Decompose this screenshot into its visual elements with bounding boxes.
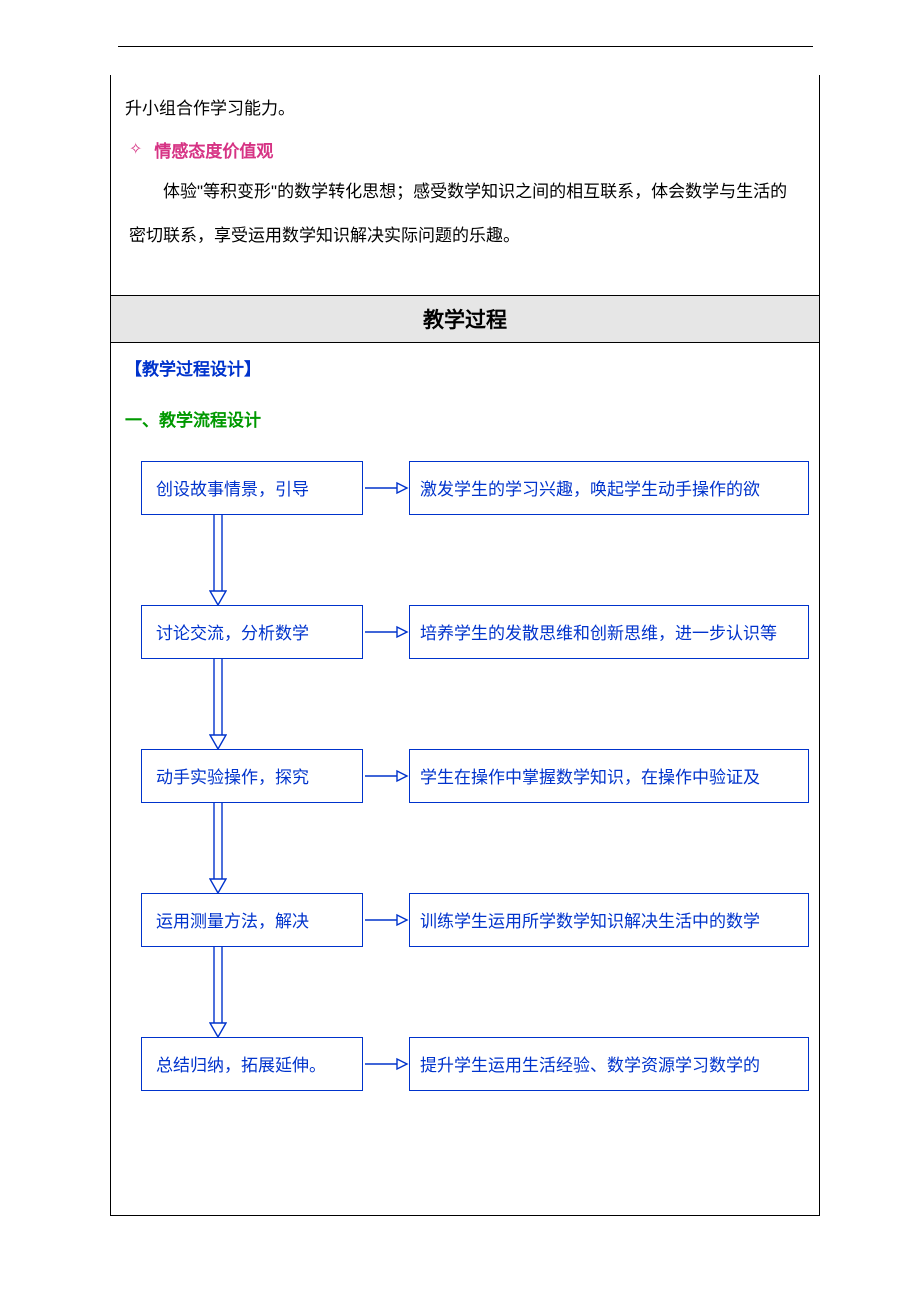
flow-node-left: 总结归纳，拓展延伸。 xyxy=(141,1037,363,1091)
content-box: 升小组合作学习能力。 ✧ 情感态度价值观 体验"等积变形"的数学转化思想；感受数… xyxy=(110,75,820,1216)
bullet-label: 情感态度价值观 xyxy=(154,137,273,162)
flow-row: 运用测量方法，解决 训练学生运用所学数学知识解决生活中的数学 xyxy=(141,893,809,947)
flow-row: 创设故事情景，引导 激发学生的学习兴趣，唤起学生动手操作的欲 xyxy=(141,461,809,515)
arrow-down-icon xyxy=(209,659,227,749)
diamond-icon: ✧ xyxy=(129,142,142,158)
flow-node-right: 学生在操作中掌握数学知识，在操作中验证及 xyxy=(409,749,809,803)
flow-node-left: 动手实验操作，探究 xyxy=(141,749,363,803)
continuation-line: 升小组合作学习能力。 xyxy=(125,87,805,131)
flow-node-left: 运用测量方法，解决 xyxy=(141,893,363,947)
flow-node-left: 创设故事情景，引导 xyxy=(141,461,363,515)
design-bracket-title: 【教学过程设计】 xyxy=(125,353,805,388)
flow-node-right: 激发学生的学习兴趣，唤起学生动手操作的欲 xyxy=(409,461,809,515)
paragraph: 体验"等积变形"的数学转化思想；感受数学知识之间的相互联系，体会数学与生活的密切… xyxy=(125,168,805,259)
flow-heading: 一、教学流程设计 xyxy=(125,388,805,443)
arrow-right-icon xyxy=(363,1056,409,1072)
arrow-right-icon xyxy=(363,480,409,496)
flow-node-right: 培养学生的发散思维和创新思维，进一步认识等 xyxy=(409,605,809,659)
arrow-down-icon xyxy=(209,947,227,1037)
top-rule xyxy=(118,46,813,47)
flow-node-right: 训练学生运用所学数学知识解决生活中的数学 xyxy=(409,893,809,947)
arrow-right-icon xyxy=(363,912,409,928)
arrow-down-icon xyxy=(209,515,227,605)
flow-row: 总结归纳，拓展延伸。 提升学生运用生活经验、数学资源学习数学的 xyxy=(141,1037,809,1091)
arrow-right-icon xyxy=(363,768,409,784)
section-title-bar: 教学过程 xyxy=(111,295,819,343)
flowchart: 创设故事情景，引导 激发学生的学习兴趣，唤起学生动手操作的欲 xyxy=(141,461,809,1211)
upper-text-block: 升小组合作学习能力。 ✧ 情感态度价值观 体验"等积变形"的数学转化思想；感受数… xyxy=(111,75,819,295)
flow-node-right: 提升学生运用生活经验、数学资源学习数学的 xyxy=(409,1037,809,1091)
arrow-right-icon xyxy=(363,624,409,640)
flow-node-left: 讨论交流，分析数学 xyxy=(141,605,363,659)
lower-block: 【教学过程设计】 一、教学流程设计 创设故事情景，引导 激发学生的学习兴趣，唤起… xyxy=(111,343,819,1215)
flow-row: 讨论交流，分析数学 培养学生的发散思维和创新思维，进一步认识等 xyxy=(141,605,809,659)
arrow-down-icon xyxy=(209,803,227,893)
bullet-row: ✧ 情感态度价值观 xyxy=(129,137,805,162)
page: 升小组合作学习能力。 ✧ 情感态度价值观 体验"等积变形"的数学转化思想；感受数… xyxy=(0,0,920,1256)
flow-row: 动手实验操作，探究 学生在操作中掌握数学知识，在操作中验证及 xyxy=(141,749,809,803)
